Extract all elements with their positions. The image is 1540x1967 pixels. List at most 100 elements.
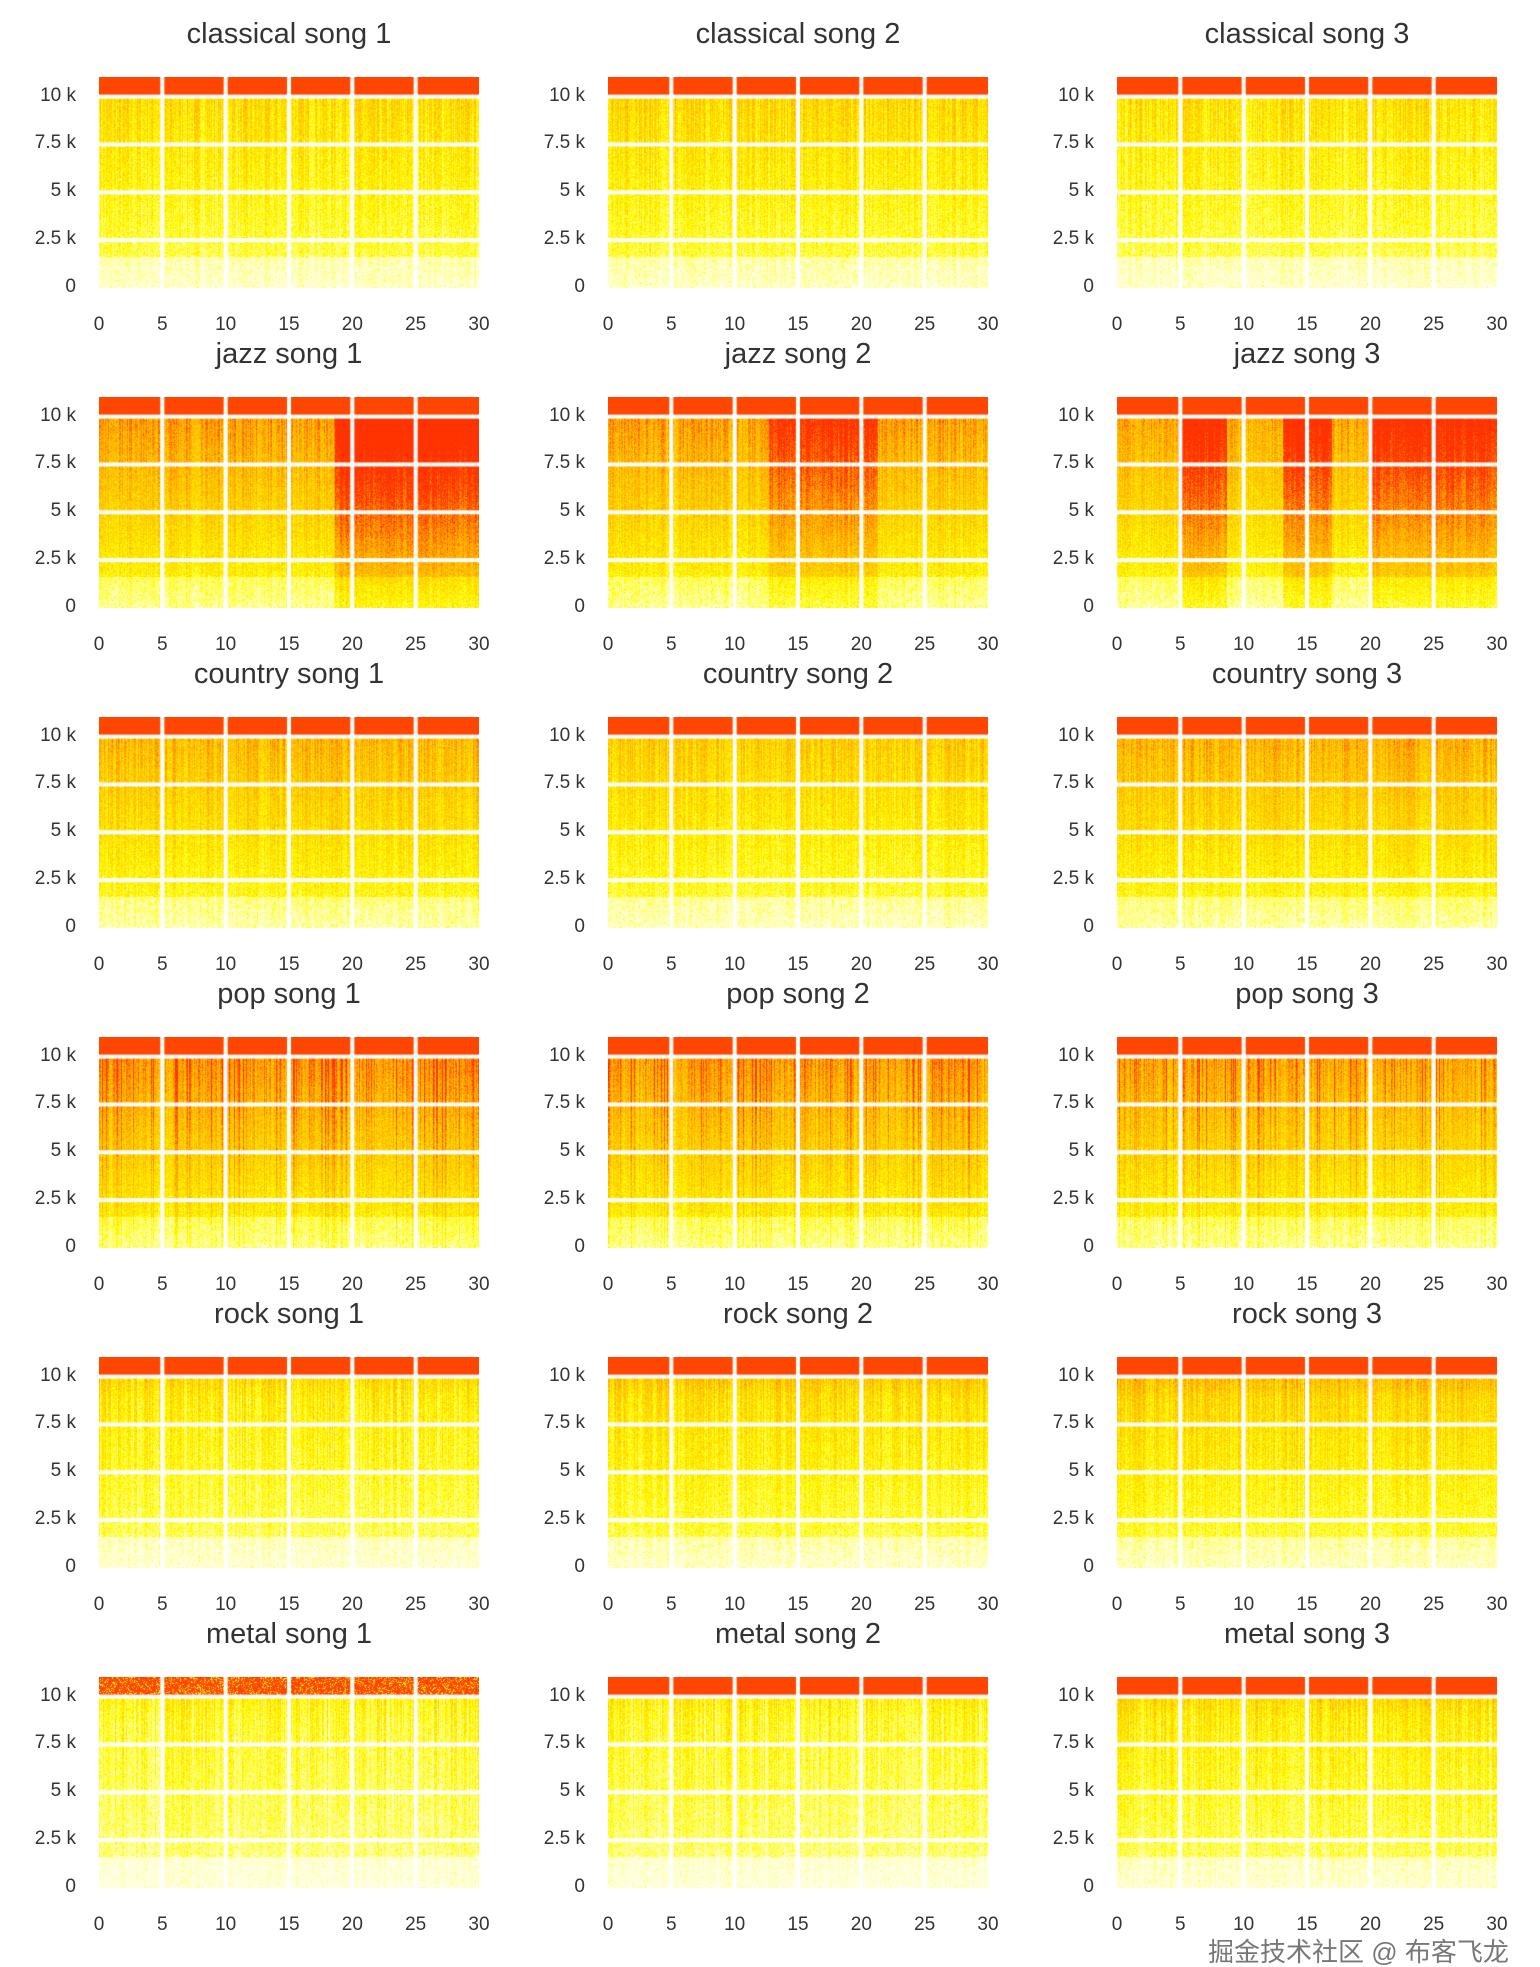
x-tick-label: 10 — [1233, 1274, 1255, 1295]
y-tick-label: 7.5 k — [34, 132, 76, 154]
spectrogram-panel: jazz song 2 0 2.5 k 5 k 7.5 k 10 k 0 5 10 15 20 25 3… — [509, 320, 1018, 655]
y-tick-label: 7.5 k — [543, 452, 585, 474]
y-tick-label: 2.5 k — [543, 548, 585, 570]
spectrogram-panel: jazz song 1 0 2.5 k 5 k 7.5 k 10 k 0 5 10 15 20 25 3… — [0, 320, 509, 655]
x-tick-label: 0 — [93, 634, 105, 655]
y-tick-label: 7.5 k — [1052, 1732, 1094, 1754]
y-tick-label: 10 k — [1058, 404, 1094, 426]
y-tick-label: 0 — [65, 1876, 76, 1897]
spectrogram-image — [99, 1037, 479, 1248]
x-tick-label: 25 — [405, 1274, 427, 1295]
panel-title: jazz song 1 — [215, 338, 363, 370]
x-tick-label: 0 — [602, 1274, 614, 1295]
x-tick-label: 25 — [914, 314, 936, 335]
x-tick-label: 20 — [341, 1594, 363, 1615]
y-tick-label: 10 k — [40, 1364, 76, 1386]
x-tick-label: 20 — [850, 954, 872, 975]
x-tick-label: 15 — [1296, 954, 1318, 975]
x-tick-label: 25 — [1423, 954, 1445, 975]
x-tick-label: 15 — [787, 954, 809, 975]
y-tick-label: 5 k — [559, 820, 585, 842]
y-tick-label: 0 — [65, 276, 76, 297]
x-tick-label: 10 — [724, 954, 746, 975]
x-tick-label: 25 — [405, 314, 427, 335]
y-tick-label: 5 k — [1068, 820, 1094, 842]
y-tick-label: 7.5 k — [34, 1092, 76, 1114]
spectrogram-image — [99, 1677, 479, 1888]
y-tick-label: 2.5 k — [1052, 1828, 1094, 1850]
spectrogram-panel: metal song 1 0 2.5 k 5 k 7.5 k 10 k 0 5 10 15 20 25… — [0, 1600, 509, 1935]
y-tick-label: 7.5 k — [34, 1732, 76, 1754]
x-tick-label: 10 — [215, 1594, 237, 1615]
x-tick-label: 5 — [1175, 634, 1186, 655]
x-tick-label: 0 — [93, 1914, 105, 1935]
panel-title: pop song 2 — [726, 978, 870, 1010]
y-tick-label: 5 k — [559, 180, 585, 202]
spectrogram-panel: classical song 1 0 2.5 k 5 k 7.5 k 10 k 0 5 10 15… — [0, 0, 509, 335]
x-tick-label: 30 — [1486, 634, 1508, 655]
spectrogram-image — [99, 397, 479, 608]
spectrogram-panel: pop song 1 0 2.5 k 5 k 7.5 k 10 k 0 5 10 15 20 25 30 — [0, 960, 509, 1295]
spectrogram-image — [608, 1037, 988, 1248]
y-tick-label: 2.5 k — [34, 1508, 76, 1530]
y-tick-label: 0 — [1083, 1556, 1094, 1577]
y-tick-label: 0 — [65, 916, 76, 937]
y-tick-label: 0 — [1083, 596, 1094, 617]
y-tick-label: 0 — [574, 276, 585, 297]
x-tick-label: 15 — [787, 1914, 809, 1935]
y-tick-label: 2.5 k — [34, 868, 76, 890]
x-tick-label: 5 — [157, 1594, 168, 1615]
y-tick-label: 5 k — [50, 1460, 76, 1482]
panel-title: classical song 3 — [1204, 18, 1410, 50]
y-tick-label: 10 k — [1058, 84, 1094, 106]
x-tick-label: 25 — [1423, 314, 1445, 335]
spectrogram-panel: metal song 3 0 2.5 k 5 k 7.5 k 10 k 0 5 10 15 20 25… — [1018, 1600, 1527, 1935]
spectrogram-image — [1117, 1677, 1497, 1888]
x-tick-label: 20 — [1359, 1594, 1381, 1615]
x-tick-label: 15 — [278, 314, 300, 335]
x-tick-label: 0 — [93, 314, 105, 335]
spectrogram-panel: rock song 1 0 2.5 k 5 k 7.5 k 10 k 0 5 10 15 20 25 3… — [0, 1280, 509, 1615]
spectrogram-image — [99, 717, 479, 928]
y-tick-label: 7.5 k — [1052, 772, 1094, 794]
x-tick-label: 25 — [914, 1914, 936, 1935]
y-tick-label: 7.5 k — [34, 452, 76, 474]
y-tick-label: 10 k — [40, 1684, 76, 1706]
y-tick-label: 2.5 k — [34, 1188, 76, 1210]
x-tick-label: 15 — [787, 1594, 809, 1615]
y-tick-label: 10 k — [549, 1364, 585, 1386]
x-tick-label: 5 — [157, 634, 168, 655]
watermark: 掘金技术社区 @ 布客飞龙 — [1208, 1937, 1509, 1967]
spectrogram-image — [1117, 1037, 1497, 1248]
x-tick-label: 20 — [1359, 1274, 1381, 1295]
x-tick-label: 30 — [468, 314, 490, 335]
x-tick-label: 10 — [215, 314, 237, 335]
x-tick-label: 5 — [666, 634, 677, 655]
x-tick-label: 30 — [977, 1914, 999, 1935]
x-tick-label: 20 — [341, 634, 363, 655]
x-tick-label: 5 — [666, 1594, 677, 1615]
y-tick-label: 7.5 k — [543, 772, 585, 794]
x-tick-label: 15 — [278, 954, 300, 975]
y-tick-label: 10 k — [549, 724, 585, 746]
x-tick-label: 20 — [850, 314, 872, 335]
x-tick-label: 30 — [977, 314, 999, 335]
x-tick-label: 20 — [1359, 954, 1381, 975]
x-tick-label: 5 — [1175, 1274, 1186, 1295]
spectrogram-image — [1117, 717, 1497, 928]
panel-title: metal song 1 — [205, 1618, 373, 1650]
panel-title: rock song 3 — [1232, 1298, 1382, 1330]
y-tick-label: 5 k — [50, 180, 76, 202]
x-tick-label: 0 — [602, 1914, 614, 1935]
x-tick-label: 25 — [1423, 634, 1445, 655]
x-tick-label: 5 — [666, 954, 677, 975]
x-tick-label: 0 — [1111, 1914, 1123, 1935]
x-tick-label: 5 — [666, 1914, 677, 1935]
spectrogram-panel: country song 1 0 2.5 k 5 k 7.5 k 10 k 0 5 10 15 20… — [0, 640, 509, 975]
y-tick-label: 5 k — [559, 1780, 585, 1802]
panel-title: rock song 2 — [723, 1298, 873, 1330]
y-tick-label: 2.5 k — [34, 548, 76, 570]
panel-title: country song 3 — [1211, 658, 1403, 690]
x-tick-label: 30 — [977, 1594, 999, 1615]
y-tick-label: 7.5 k — [1052, 132, 1094, 154]
